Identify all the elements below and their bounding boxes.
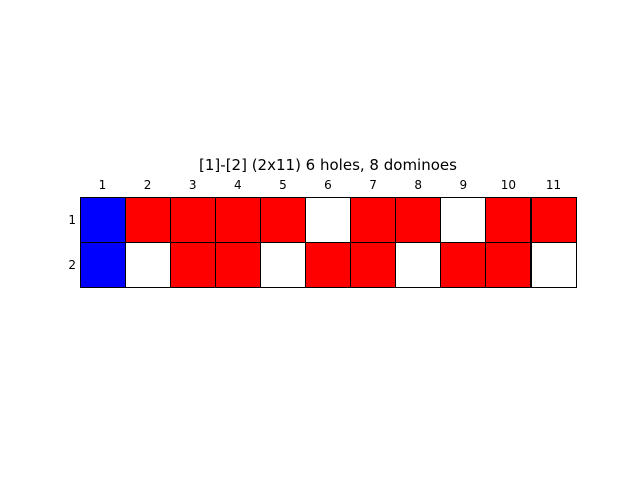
board-title: [1]-[2] (2x11) 6 holes, 8 dominoes [199, 156, 457, 174]
board-cell-red [485, 241, 532, 288]
board-cell-red [395, 196, 442, 243]
board-cell-white [124, 241, 171, 288]
board-cell-red [350, 196, 397, 243]
board-cell-blue [79, 241, 126, 288]
board-cell-red [440, 241, 487, 288]
board-cell-red [259, 196, 306, 243]
column-label: 7 [369, 178, 377, 192]
board-cell-red [124, 196, 171, 243]
column-label: 1 [98, 178, 107, 192]
board-cell-red [214, 241, 261, 288]
board-cell-red [350, 241, 397, 288]
column-label: 5 [279, 178, 287, 192]
row-label: 2 [68, 257, 76, 272]
board-cell-red [485, 196, 532, 243]
column-label: 3 [188, 178, 197, 192]
domino-board-grid [79, 196, 577, 288]
column-label: 6 [324, 178, 332, 192]
row-label: 1 [68, 212, 76, 227]
board-cell-white [259, 241, 306, 288]
column-label: 8 [414, 178, 422, 192]
column-label: 4 [233, 178, 242, 192]
board-cell-white [440, 196, 487, 243]
board-cell-blue [79, 196, 126, 243]
board-cell-red [214, 196, 261, 243]
column-label: 11 [545, 178, 562, 192]
column-label: 10 [500, 178, 517, 192]
column-label: 2 [143, 178, 152, 192]
board-cell-red [169, 196, 216, 243]
board-cell-red [530, 196, 577, 243]
board-cell-white [305, 196, 352, 243]
board-cell-white [395, 241, 442, 288]
board-cell-white [530, 241, 577, 288]
column-label: 9 [459, 178, 468, 192]
board-cell-red [169, 241, 216, 288]
board-cell-red [305, 241, 352, 288]
